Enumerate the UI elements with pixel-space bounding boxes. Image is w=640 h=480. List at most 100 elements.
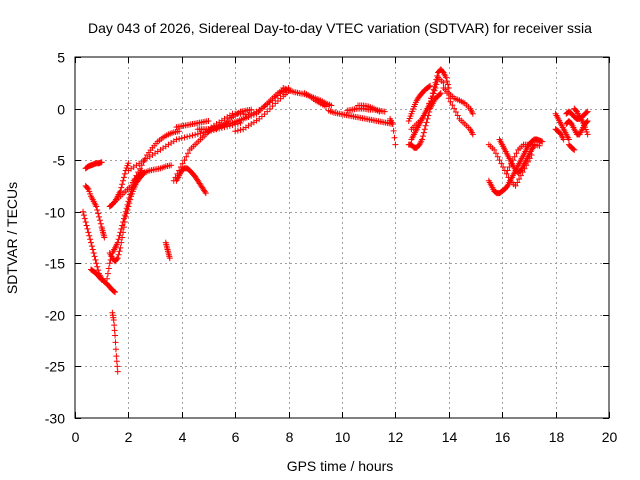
data-point: [120, 177, 127, 184]
data-point: [118, 239, 125, 246]
data-point: [429, 93, 436, 100]
data-point: [112, 332, 119, 339]
data-point: [449, 102, 456, 109]
series-arc-ao: [565, 141, 578, 153]
data-point: [583, 109, 590, 116]
series-arc-x: [355, 102, 383, 115]
data-point: [433, 81, 440, 88]
data-point: [422, 122, 429, 129]
data-point: [114, 363, 121, 370]
data-point: [269, 103, 276, 110]
data-point: [105, 265, 112, 272]
data-point: [93, 260, 100, 267]
series-arc-d: [88, 266, 105, 283]
data-point: [92, 256, 99, 263]
series-arc-i: [112, 128, 183, 205]
data-point: [176, 128, 183, 135]
data-point: [118, 184, 125, 191]
x-tick-label: 6: [232, 429, 240, 445]
data-point: [94, 206, 101, 213]
data-point: [95, 210, 102, 217]
data-point: [427, 82, 434, 89]
x-tick-labels: 0 2 4 6 8 10 12 14 16 18 20: [72, 429, 618, 445]
data-point: [84, 225, 91, 232]
series-arc-y: [387, 115, 399, 148]
data-point: [376, 108, 383, 115]
data-point: [454, 112, 461, 119]
data-point: [90, 249, 97, 256]
data-point: [181, 134, 188, 141]
series-arc-j: [130, 162, 175, 184]
y-tick-label: -25: [45, 359, 65, 375]
data-point: [584, 108, 591, 115]
data-point: [122, 213, 129, 220]
data-point: [104, 275, 111, 282]
data-point: [436, 91, 443, 98]
data-point: [178, 135, 185, 142]
data-point: [168, 162, 175, 169]
data-point: [95, 267, 102, 274]
data-point: [174, 170, 181, 177]
data-point: [565, 136, 572, 143]
data-point: [419, 133, 426, 140]
data-point: [120, 174, 127, 181]
data-point: [503, 170, 510, 177]
series-arc-s: [245, 87, 287, 120]
y-tick-labels: 5 0 -5 -10 -15 -20 -25 -30: [45, 50, 65, 427]
data-point: [390, 127, 397, 134]
data-point: [85, 229, 92, 236]
data-point: [322, 103, 329, 110]
data-point: [202, 190, 209, 197]
data-point: [120, 224, 127, 231]
y-tick-label: -15: [45, 256, 65, 272]
data-point: [505, 174, 512, 181]
y-axis-label: SDTVAR / TECUs: [4, 182, 20, 294]
x-tick-label: 10: [335, 429, 351, 445]
data-point: [469, 131, 476, 138]
data-point: [166, 255, 173, 262]
data-point: [492, 150, 499, 157]
data-point: [491, 146, 498, 153]
data-point: [245, 113, 252, 120]
data-point: [80, 208, 87, 215]
data-point: [431, 87, 438, 94]
data-point: [444, 81, 451, 88]
data-point: [420, 129, 427, 136]
data-point: [124, 206, 131, 213]
data-point: [447, 98, 454, 105]
y-tick-label: -10: [45, 205, 65, 221]
data-point: [172, 174, 179, 181]
data-point: [248, 112, 255, 119]
x-tick-label: 16: [495, 429, 511, 445]
series-arc-ab: [408, 74, 442, 143]
x-tick-label: 8: [286, 429, 294, 445]
data-point: [424, 115, 431, 122]
data-point: [183, 153, 190, 160]
data-point: [539, 138, 546, 145]
data-point: [98, 276, 105, 283]
data-point: [584, 131, 591, 138]
series-arc-a: [82, 159, 105, 172]
data-point: [119, 234, 126, 241]
data-point: [120, 229, 127, 236]
data-point: [513, 150, 520, 157]
series-arc-u: [301, 90, 329, 110]
data-point: [437, 90, 444, 97]
series-arc-l: [162, 239, 173, 262]
data-point: [389, 121, 396, 128]
data-point: [500, 164, 507, 171]
data-point: [181, 157, 188, 164]
data-point: [123, 210, 130, 217]
data-point: [91, 253, 98, 260]
x-axis-label: GPS time / hours: [287, 458, 394, 474]
data-points: [80, 66, 591, 375]
series-arc-ak: [552, 126, 567, 143]
data-point: [81, 215, 88, 222]
data-point: [496, 157, 503, 164]
data-point: [111, 322, 118, 329]
data-point: [128, 182, 135, 189]
data-point: [237, 126, 244, 133]
series-arc-ah: [496, 136, 538, 176]
x-tick-label: 0: [72, 429, 80, 445]
data-point: [506, 164, 513, 171]
